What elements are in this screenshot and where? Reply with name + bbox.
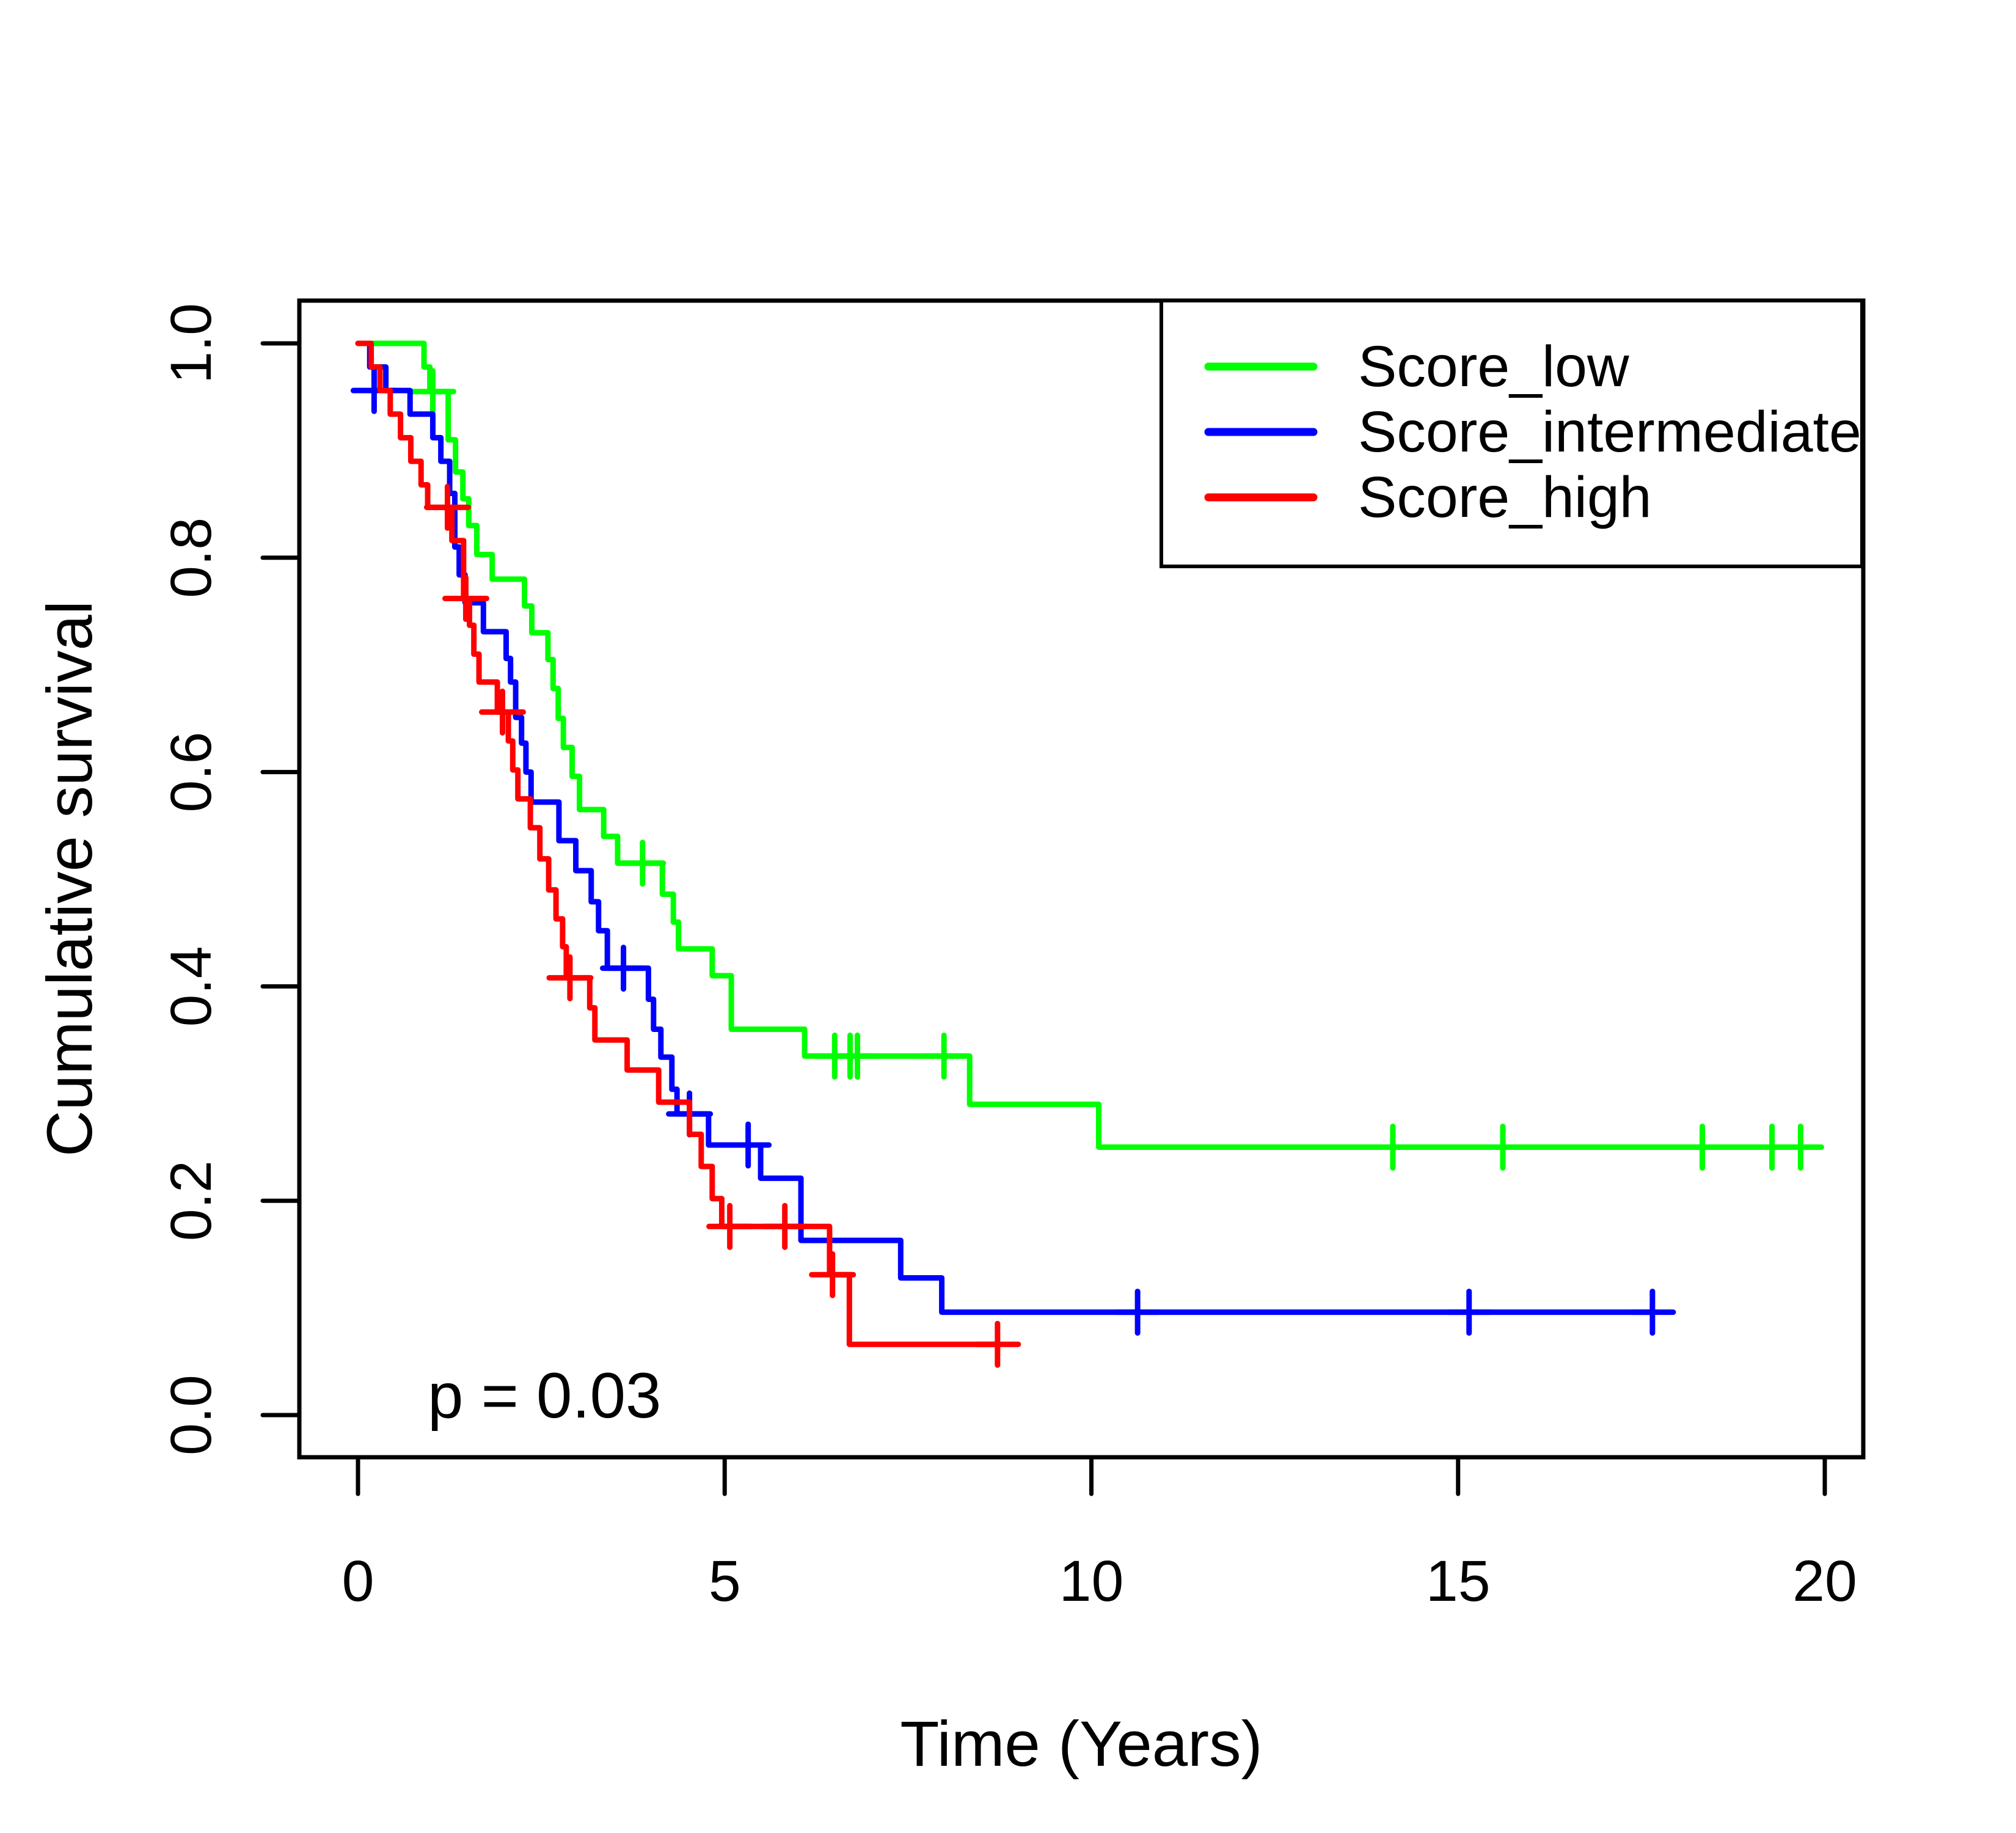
x-tick-label: 0 [342,1549,374,1614]
survival-curves [350,340,1824,1368]
x-tick-label: 10 [1059,1549,1124,1614]
survival-curve-score_low [355,340,1810,1150]
x-tick-label: 15 [1426,1549,1491,1614]
y-axis-title: Cumulative survival [34,601,106,1157]
censor-marks-score_low [409,368,1824,1171]
legend-label-score_low: Score_low [1358,334,1629,399]
y-tick-label: 0.8 [159,518,224,598]
x-axis-ticks: 0 5 10 15 20 [342,1455,1857,1614]
plot-border [297,298,1866,1460]
survival-curve-score_high [355,340,1003,1347]
y-axis-ticks: 0.0 0.2 0.4 0.6 0.8 1.0 [159,303,302,1455]
legend-label-score_high: Score_high [1358,465,1652,530]
y-tick-label: 1.0 [159,303,224,384]
y-tick-label: 0.2 [159,1160,224,1241]
censor-marks-score_high [423,483,1021,1368]
x-axis-title: Time (Years) [900,1708,1262,1780]
y-tick-label: 0.0 [159,1375,224,1455]
y-tick-label: 0.4 [159,946,224,1026]
x-tick-label: 20 [1792,1549,1857,1614]
legend-label-score_intermediate: Score_intermediate [1358,400,1861,464]
y-tick-label: 0.6 [159,732,224,813]
p-value-annotation: p = 0.03 [428,1360,661,1432]
x-tick-label: 5 [709,1549,741,1614]
